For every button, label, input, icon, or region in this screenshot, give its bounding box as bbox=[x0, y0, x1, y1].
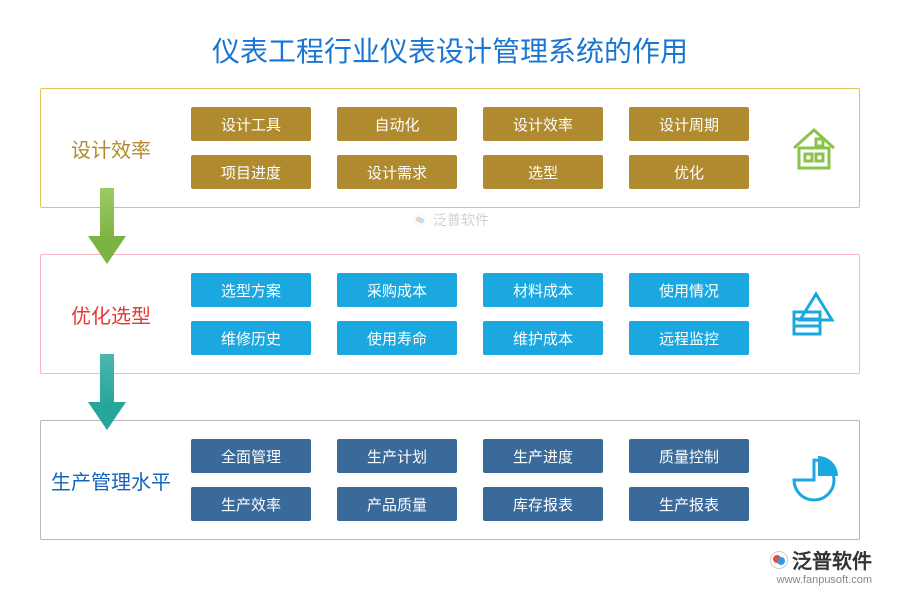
tag-item: 维修历史 bbox=[191, 321, 311, 355]
shapes-icon bbox=[769, 286, 859, 342]
pie-icon bbox=[769, 454, 859, 506]
tag-item: 全面管理 bbox=[191, 439, 311, 473]
arrow-down-icon bbox=[88, 354, 126, 432]
section-label: 设计效率 bbox=[41, 134, 181, 163]
tag-item: 生产效率 bbox=[191, 487, 311, 521]
page-title: 仪表工程行业仪表设计管理系统的作用 bbox=[40, 30, 860, 70]
tag-item: 生产计划 bbox=[337, 439, 457, 473]
section-label: 优化选型 bbox=[41, 300, 181, 329]
tag-item: 设计周期 bbox=[629, 107, 749, 141]
tag-item: 库存报表 bbox=[483, 487, 603, 521]
house-icon bbox=[769, 120, 859, 176]
tag-item: 设计工具 bbox=[191, 107, 311, 141]
tag-item: 自动化 bbox=[337, 107, 457, 141]
tag-item: 设计效率 bbox=[483, 107, 603, 141]
section-optimize: 优化选型 选型方案采购成本材料成本使用情况维修历史使用寿命维护成本远程监控 bbox=[40, 254, 860, 374]
watermark: 泛普软件 bbox=[411, 210, 489, 230]
tag-item: 优化 bbox=[629, 155, 749, 189]
tag-item: 选型方案 bbox=[191, 273, 311, 307]
section-production: 生产管理水平 全面管理生产计划生产进度质量控制生产效率产品质量库存报表生产报表 bbox=[40, 420, 860, 540]
tag-item: 使用寿命 bbox=[337, 321, 457, 355]
tag-item: 选型 bbox=[483, 155, 603, 189]
tag-item: 维护成本 bbox=[483, 321, 603, 355]
tag-grid: 全面管理生产计划生产进度质量控制生产效率产品质量库存报表生产报表 bbox=[181, 439, 769, 521]
tag-item: 采购成本 bbox=[337, 273, 457, 307]
tag-item: 远程监控 bbox=[629, 321, 749, 355]
tag-item: 生产进度 bbox=[483, 439, 603, 473]
footer-logo: 泛普软件 www.fanpusoft.com bbox=[770, 545, 872, 586]
tag-item: 使用情况 bbox=[629, 273, 749, 307]
tag-item: 生产报表 bbox=[629, 487, 749, 521]
tag-grid: 选型方案采购成本材料成本使用情况维修历史使用寿命维护成本远程监控 bbox=[181, 273, 769, 355]
tag-item: 材料成本 bbox=[483, 273, 603, 307]
tag-item: 质量控制 bbox=[629, 439, 749, 473]
tag-item: 项目进度 bbox=[191, 155, 311, 189]
section-design: 设计效率 设计工具自动化设计效率设计周期项目进度设计需求选型优化 bbox=[40, 88, 860, 208]
tag-grid: 设计工具自动化设计效率设计周期项目进度设计需求选型优化 bbox=[181, 107, 769, 189]
arrow-down-icon bbox=[88, 188, 126, 266]
tag-item: 产品质量 bbox=[337, 487, 457, 521]
tag-item: 设计需求 bbox=[337, 155, 457, 189]
section-label: 生产管理水平 bbox=[41, 466, 181, 495]
